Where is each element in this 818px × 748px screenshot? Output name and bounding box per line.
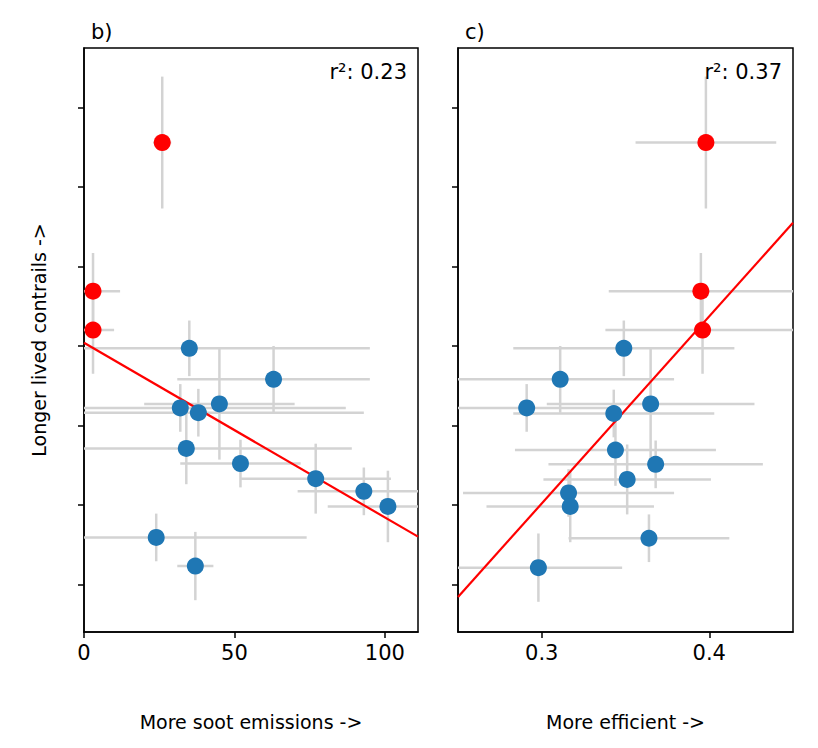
svg-text:More efficient ->: More efficient -> [546, 711, 705, 733]
svg-text:50: 50 [221, 641, 248, 665]
svg-text:r²: 0.23: r²: 0.23 [329, 60, 407, 84]
svg-text:100: 100 [365, 641, 405, 665]
svg-text:0.4: 0.4 [693, 641, 726, 665]
svg-text:Longer lived contrails ->: Longer lived contrails -> [28, 223, 50, 456]
svg-text:More soot emissions ->: More soot emissions -> [140, 711, 363, 733]
svg-text:0.3: 0.3 [525, 641, 558, 665]
svg-text:r²: 0.37: r²: 0.37 [704, 60, 782, 84]
svg-text:0: 0 [77, 641, 90, 665]
svg-text:b): b) [91, 20, 113, 44]
svg-text:c): c) [465, 20, 485, 44]
